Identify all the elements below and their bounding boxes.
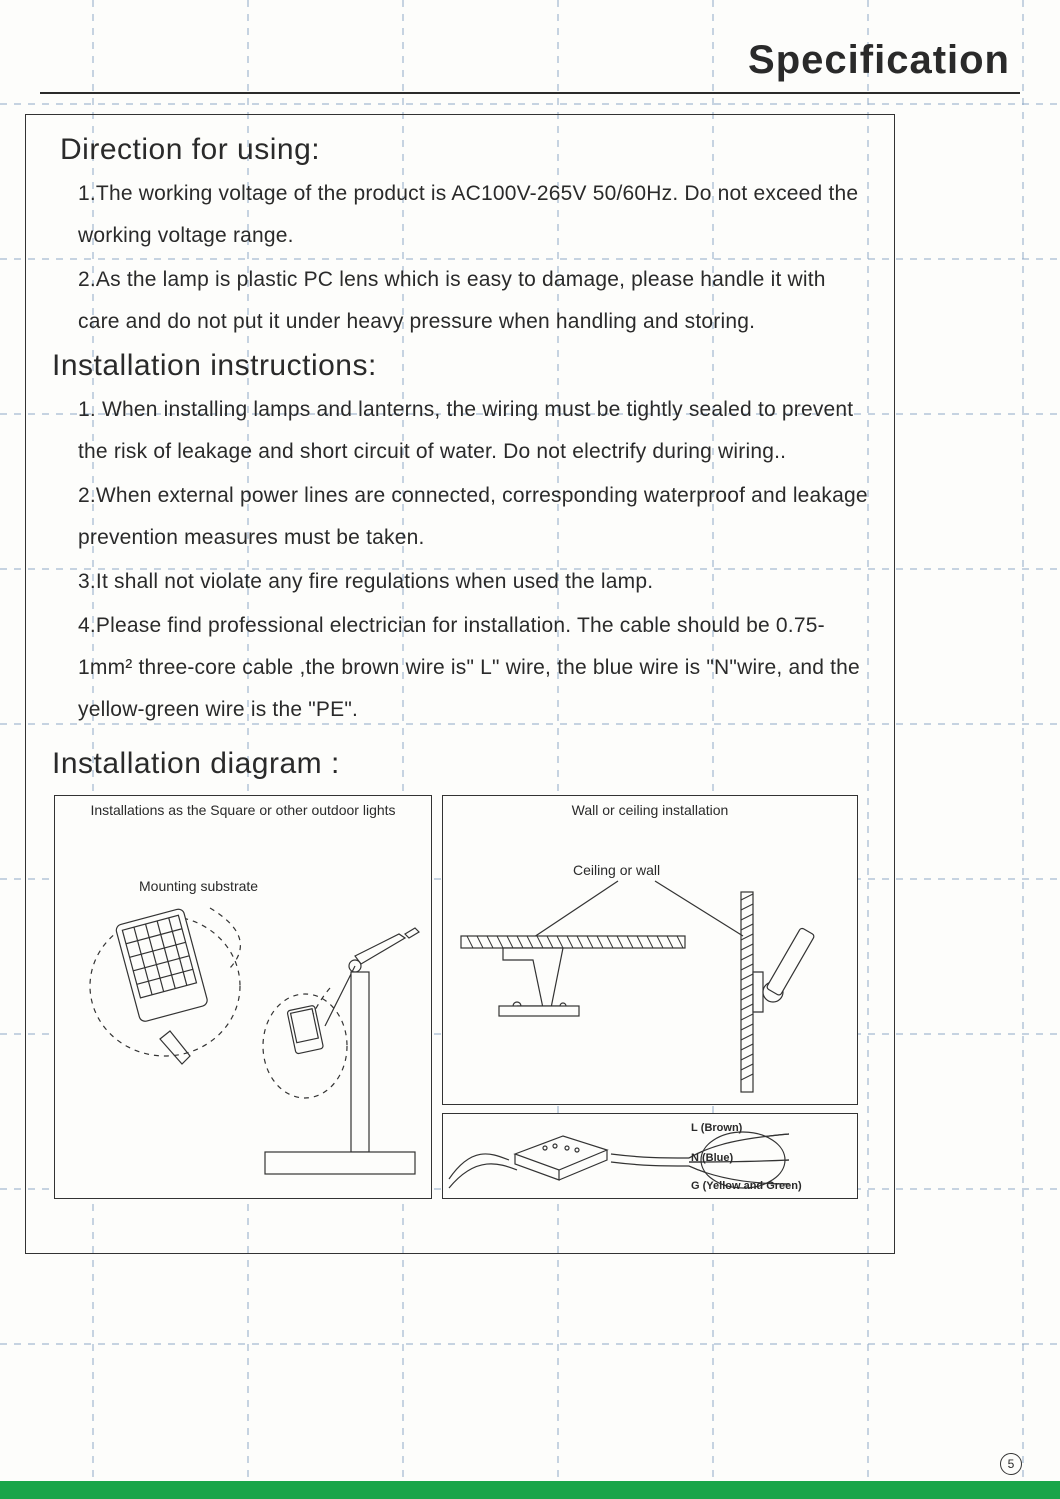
instructions-item-1: 1. When installing lamps and lanterns, t… — [78, 389, 870, 473]
title-rule — [40, 92, 1020, 94]
instructions-body: 1. When installing lamps and lanterns, t… — [78, 389, 870, 731]
direction-heading: Direction for using: — [60, 133, 870, 167]
diagram-right-top-box: Wall or ceiling installation Ceiling or … — [442, 795, 858, 1105]
instructions-heading: Installation instructions: — [52, 349, 870, 383]
ceiling-wall-illustration — [443, 796, 859, 1106]
diagram-left-box: Installations as the Square or other out… — [54, 795, 432, 1199]
page-number: 5 — [1000, 1453, 1022, 1475]
wire-n-label: N (Blue) — [691, 1152, 733, 1164]
instructions-item-4: 4.Please find professional electrician f… — [78, 605, 870, 731]
wire-l-label: L (Brown) — [691, 1122, 742, 1134]
page-title: Specification — [748, 38, 1010, 83]
direction-item-2: 2.As the lamp is plastic PC lens which i… — [78, 259, 870, 343]
pole-mount-illustration — [55, 796, 433, 1200]
diagram-row: Installations as the Square or other out… — [54, 795, 870, 1199]
instructions-item-3: 3.It shall not violate any fire regulati… — [78, 561, 870, 603]
instructions-item-2: 2.When external power lines are connecte… — [78, 475, 870, 559]
diagram-right-column: Wall or ceiling installation Ceiling or … — [442, 795, 858, 1199]
diagram-heading: Installation diagram : — [52, 747, 870, 781]
diagram-wiring-box: L (Brown) N (Blue) G (Yellow and Green) — [442, 1113, 858, 1199]
direction-body: 1.The working voltage of the product is … — [78, 173, 870, 343]
footer-green-bar — [0, 1481, 1060, 1499]
wire-g-label: G (Yellow and Green) — [691, 1180, 802, 1192]
content-box: Direction for using: 1.The working volta… — [25, 114, 895, 1254]
direction-item-1: 1.The working voltage of the product is … — [78, 173, 870, 257]
